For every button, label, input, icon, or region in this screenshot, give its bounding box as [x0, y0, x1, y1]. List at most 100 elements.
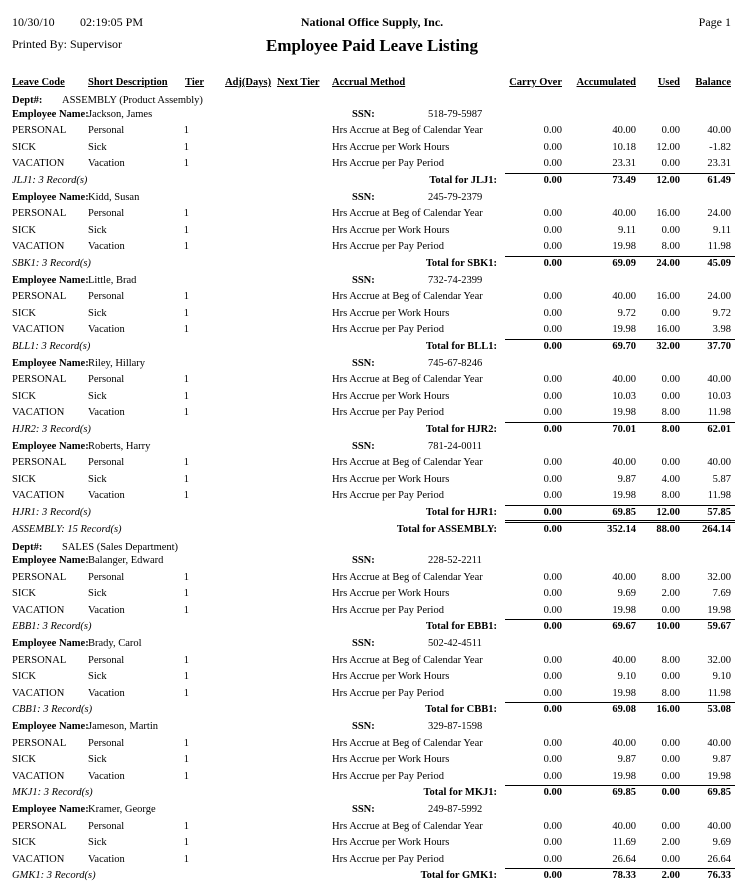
total-amount: 59.67 — [707, 621, 731, 633]
amount: 40.00 — [612, 291, 636, 303]
amount: 2.00 — [661, 588, 680, 600]
accrual-method: Hrs Accrue at Beg of Calendar Year — [332, 737, 483, 749]
tier: 1 — [183, 604, 189, 616]
accrual-method: Hrs Accrue per Pay Period — [332, 158, 444, 170]
record-count: CBB1: 3 Record(s) — [12, 704, 93, 716]
accrual-method: Hrs Accrue per Work Hours — [332, 390, 450, 402]
total-label: Total for JLJ1: — [429, 174, 497, 186]
total-amount: 8.00 — [661, 423, 680, 435]
amount: 11.98 — [707, 687, 731, 699]
employee-label: Employee Name: — [12, 440, 89, 452]
dept-label: Dept#: — [12, 95, 43, 106]
leave-code: PERSONAL — [12, 208, 67, 220]
amount: 16.00 — [656, 208, 680, 220]
short-description: Vacation — [88, 604, 125, 616]
amount: 32.00 — [707, 571, 731, 583]
leave-code: SICK — [12, 671, 36, 683]
ssn-label: SSN: — [352, 108, 375, 120]
short-description: Vacation — [88, 407, 125, 419]
amount: 8.00 — [661, 687, 680, 699]
dept-record-count: ASSEMBLY: 15 Record(s) — [12, 523, 122, 535]
tier: 1 — [183, 687, 189, 699]
record-count: JLJ1: 3 Record(s) — [12, 174, 88, 186]
amount: 40.00 — [612, 208, 636, 220]
dept-label: Dept#: — [12, 541, 43, 553]
total-rule — [505, 868, 735, 870]
page-number: Page 1 — [698, 15, 731, 29]
amount: 9.72 — [617, 307, 636, 319]
accrual-method: Hrs Accrue at Beg of Calendar Year — [332, 457, 483, 469]
amount: 0.00 — [661, 374, 680, 386]
short-description: Sick — [88, 224, 107, 236]
total-amount: 69.67 — [612, 621, 636, 633]
amount: 0.00 — [543, 473, 562, 485]
tier: 1 — [183, 571, 189, 583]
accrual-method: Hrs Accrue per Pay Period — [332, 770, 444, 782]
report-title: Employee Paid Leave Listing — [265, 36, 479, 55]
total-amount: 0.00 — [543, 174, 562, 186]
leave-code: VACATION — [12, 687, 65, 699]
amount: 0.00 — [661, 604, 680, 616]
total-amount: 69.09 — [612, 257, 636, 269]
leave-code: VACATION — [12, 241, 65, 253]
amount: 40.00 — [707, 374, 731, 386]
column-header: Tier — [185, 77, 205, 88]
short-description: Personal — [88, 291, 125, 303]
short-description: Vacation — [88, 241, 125, 253]
amount: 10.03 — [707, 390, 731, 402]
amount: 0.00 — [543, 770, 562, 782]
employee-label: Employee Name: — [12, 108, 89, 120]
tier: 1 — [183, 457, 189, 469]
amount: 9.87 — [712, 754, 731, 766]
leave-code: VACATION — [12, 158, 65, 170]
employee-label: Employee Name: — [12, 274, 89, 286]
short-description: Personal — [88, 571, 125, 583]
dept-total-amount: 264.14 — [702, 523, 731, 535]
total-rule — [505, 521, 735, 523]
amount: 0.00 — [543, 654, 562, 666]
accrual-method: Hrs Accrue per Work Hours — [332, 224, 450, 236]
short-description: Personal — [88, 208, 125, 220]
record-count: SBK1: 3 Record(s) — [12, 257, 91, 269]
tier: 1 — [183, 490, 189, 502]
dept-name: SALES (Sales Department) — [62, 541, 179, 553]
short-description: Personal — [88, 820, 125, 832]
amount: 0.00 — [543, 671, 562, 683]
leave-code: PERSONAL — [12, 291, 67, 303]
amount: 19.98 — [612, 407, 636, 419]
amount: 0.00 — [543, 837, 562, 849]
amount: 26.64 — [707, 853, 731, 865]
amount: 0.00 — [543, 208, 562, 220]
record-count: BLL1: 3 Record(s) — [12, 340, 91, 352]
column-header: Accumulated — [576, 77, 637, 88]
amount: 0.00 — [661, 671, 680, 683]
ssn: 518-79-5987 — [428, 108, 483, 120]
tier: 1 — [183, 654, 189, 666]
amount: 9.10 — [617, 671, 636, 683]
amount: 0.00 — [661, 307, 680, 319]
total-label: Total for MKJ1: — [423, 787, 498, 799]
amount: 24.00 — [707, 208, 731, 220]
leave-code: VACATION — [12, 770, 65, 782]
total-rule — [505, 785, 735, 787]
amount: 0.00 — [661, 158, 680, 170]
ssn: 502-42-4511 — [428, 638, 482, 649]
amount: 19.98 — [612, 687, 636, 699]
amount: 40.00 — [612, 457, 636, 469]
employee-label: Employee Name: — [12, 555, 89, 566]
total-amount: 76.33 — [707, 870, 731, 882]
total-rule — [505, 172, 735, 174]
amount: 40.00 — [612, 820, 636, 832]
total-rule — [505, 519, 735, 521]
tier: 1 — [183, 158, 189, 170]
leave-code: PERSONAL — [12, 571, 67, 583]
total-label: Total for GMK1: — [420, 870, 497, 882]
amount: 0.00 — [543, 141, 562, 153]
employee-name: Jameson, Martin — [88, 721, 158, 732]
total-label: Total for EBB1: — [425, 621, 497, 633]
total-amount: 0.00 — [543, 621, 562, 633]
amount: 8.00 — [661, 654, 680, 666]
amount: 40.00 — [707, 737, 731, 749]
tier: 1 — [183, 588, 189, 600]
short-description: Sick — [88, 473, 107, 485]
